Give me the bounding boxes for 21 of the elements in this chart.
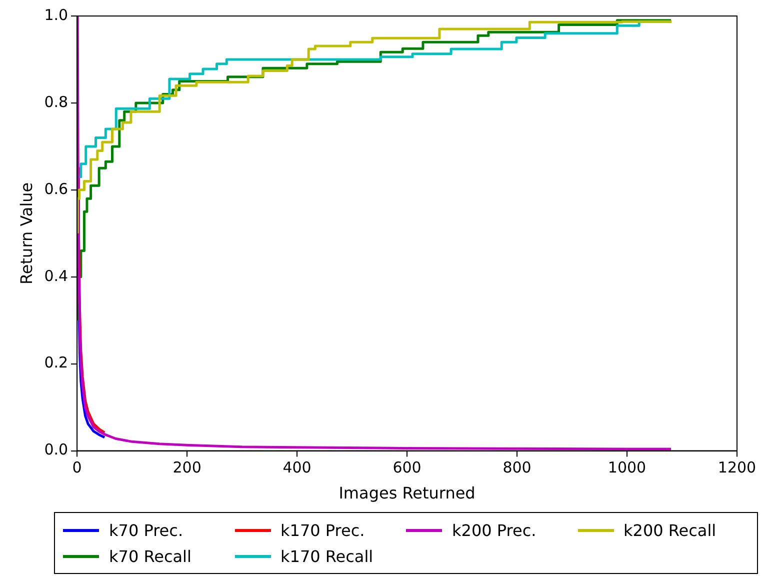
y-tick-label: 0.0 — [44, 440, 68, 459]
x-tick-label: 600 — [392, 458, 422, 477]
y-tick-label: 1.0 — [44, 6, 68, 24]
legend-label: k170 Prec. — [280, 520, 365, 540]
legend-label: k70 Recall — [109, 546, 192, 566]
y-tick-label: 0.2 — [44, 354, 68, 372]
y-axis-title: Return Value — [16, 182, 36, 284]
x-tick-label: 1000 — [608, 458, 646, 477]
legend-label: k200 Recall — [624, 520, 716, 540]
x-axis-title: Images Returned — [338, 484, 476, 503]
x-tick-label: 800 — [502, 458, 532, 477]
x-tick-label: 1200 — [718, 458, 756, 477]
x-tick-label: 0 — [72, 458, 82, 477]
x-tick-label: 400 — [282, 458, 312, 477]
legend-label: k70 Prec. — [109, 520, 184, 540]
legend-label: k200 Prec. — [452, 520, 536, 540]
y-tick-label: 0.6 — [44, 180, 68, 198]
y-tick-label: 0.8 — [44, 92, 68, 111]
x-tick-label: 200 — [172, 458, 202, 477]
y-tick-label: 0.4 — [44, 266, 68, 285]
legend-label: k170 Recall — [280, 546, 374, 566]
